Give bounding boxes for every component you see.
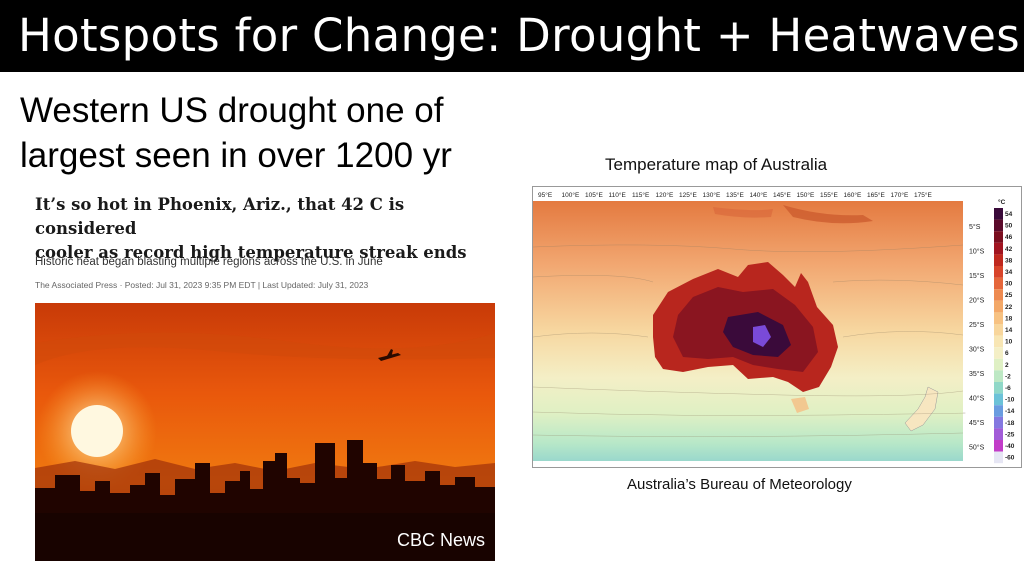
- scale-value: -60: [1005, 455, 1015, 462]
- longitude-label: 145°E: [773, 191, 791, 199]
- longitude-label: 160°E: [844, 191, 862, 199]
- scale-swatch: [994, 405, 1003, 417]
- map-title: Temperature map of Australia: [605, 155, 828, 174]
- longitude-label: 170°E: [891, 191, 909, 199]
- latitude-label: 10°S: [969, 248, 985, 256]
- latitude-label: 50°S: [969, 444, 985, 452]
- scale-value: -25: [1005, 431, 1015, 438]
- scale-swatch: [994, 428, 1003, 440]
- scale-value: 10: [1005, 339, 1013, 346]
- scale-swatch: [994, 393, 1003, 406]
- longitude-label: 115°E: [632, 191, 650, 199]
- longitude-label: 175°E: [914, 191, 932, 199]
- article-title: It’s so hot in Phoenix, Ariz., that 42 C…: [35, 193, 495, 265]
- scale-value: 50: [1005, 223, 1013, 230]
- australia-temperature-map: 95°E 100°E 105°E 110°E 115°E 120°E 125°E 130°E 1…: [533, 187, 1021, 464]
- longitude-label: 135°E: [726, 191, 744, 199]
- scale-value: -2: [1005, 373, 1011, 380]
- scale-value: -10: [1005, 397, 1015, 404]
- article-title-line-1: It’s so hot in Phoenix, Ariz., that 42 C…: [35, 195, 405, 238]
- latitude-label: 40°S: [969, 395, 985, 403]
- longitude-label: 155°E: [820, 191, 838, 199]
- phoenix-skyline-photo: CBC News: [35, 303, 495, 561]
- longitude-label: 125°E: [679, 191, 697, 199]
- scale-value: 34: [1005, 269, 1013, 276]
- scale-unit: °C: [998, 198, 1006, 206]
- scale-swatch: [994, 231, 1003, 243]
- scale-value: 38: [1005, 257, 1013, 264]
- scale-swatch: [994, 289, 1003, 301]
- scale-swatch: [994, 254, 1003, 266]
- map-caption: Australia’s Bureau of Meteorology: [627, 476, 852, 493]
- scale-swatch: [994, 370, 1003, 382]
- latitude-label: 30°S: [969, 346, 985, 354]
- longitude-label: 165°E: [867, 191, 885, 199]
- temperature-scale: °C 54 50 46 42 38 34 30 25 22 18 14 10 6 2 -2 -6 -10 -14 -…: [994, 198, 1015, 464]
- scale-value: 30: [1005, 281, 1013, 288]
- scale-swatch: [994, 335, 1003, 348]
- scale-value: -40: [1005, 443, 1015, 450]
- scale-value: 14: [1005, 327, 1013, 334]
- scale-swatch: [994, 312, 1003, 324]
- scale-value: -6: [1005, 385, 1011, 392]
- latitude-label: 35°S: [969, 370, 985, 378]
- latitude-label: 45°S: [969, 419, 985, 427]
- longitude-label: 100°E: [562, 191, 580, 199]
- scale-swatch: [994, 300, 1003, 313]
- scale-swatch: [994, 266, 1003, 278]
- scale-value: 6: [1005, 350, 1009, 357]
- scale-swatch: [994, 451, 1003, 464]
- scale-swatch: [994, 440, 1003, 452]
- photo-credit: CBC News: [396, 530, 485, 550]
- longitude-label: 105°E: [585, 191, 603, 199]
- article-meta: The Associated Press · Posted: Jul 31, 2…: [35, 280, 369, 290]
- scale-value: -14: [1005, 408, 1015, 415]
- longitude-label: 130°E: [703, 191, 721, 199]
- scale-value: 46: [1005, 234, 1013, 241]
- slide-title: Hotspots for Change: Drought + Heatwaves: [0, 0, 1024, 72]
- latitude-labels: 5°S 10°S 15°S 20°S 25°S 30°S 35°S 40°S 45°S 50°S: [969, 223, 985, 452]
- longitude-label: 120°E: [656, 191, 674, 199]
- longitude-label: 140°E: [750, 191, 768, 199]
- latitude-label: 20°S: [969, 297, 985, 305]
- scale-swatch: [994, 358, 1003, 371]
- sunset-skyline-image: [35, 303, 495, 561]
- headline-line-1: Western US drought one of: [20, 91, 444, 130]
- latitude-label: 5°S: [969, 223, 981, 231]
- scale-swatch: [994, 277, 1003, 290]
- latitude-label: 25°S: [969, 321, 985, 329]
- scale-value: 2: [1005, 362, 1009, 369]
- scale-swatch: [994, 242, 1003, 255]
- longitude-labels: 95°E 100°E 105°E 110°E 115°E 120°E 125°E 130°E 1…: [538, 191, 932, 199]
- scale-swatch: [994, 219, 1003, 232]
- scale-swatch: [994, 324, 1003, 336]
- scale-swatch: [994, 347, 1003, 359]
- scale-value: 22: [1005, 304, 1013, 311]
- longitude-label: 110°E: [609, 191, 627, 199]
- scale-value: 54: [1005, 211, 1013, 218]
- temperature-map: 95°E 100°E 105°E 110°E 115°E 120°E 125°E 130°E 1…: [532, 186, 1022, 468]
- article-title-line-2: cooler as record high temperature streak…: [35, 243, 467, 262]
- airplane-icon: [378, 349, 401, 361]
- scale-value: 25: [1005, 292, 1013, 299]
- scale-value: -18: [1005, 420, 1015, 427]
- latitude-label: 15°S: [969, 272, 985, 280]
- scale-swatch: [994, 382, 1003, 394]
- scale-value: 42: [1005, 246, 1013, 253]
- longitude-label: 95°E: [538, 191, 553, 199]
- headline-line-2: largest seen in over 1200 yr: [20, 136, 452, 175]
- scale-swatch: [994, 208, 1003, 220]
- article-subtitle: Historic heat began blasting multiple re…: [35, 256, 383, 268]
- longitude-label: 150°E: [797, 191, 815, 199]
- scale-value: 18: [1005, 315, 1013, 322]
- headline: Western US drought one of largest seen i…: [20, 88, 520, 178]
- scale-swatch: [994, 416, 1003, 429]
